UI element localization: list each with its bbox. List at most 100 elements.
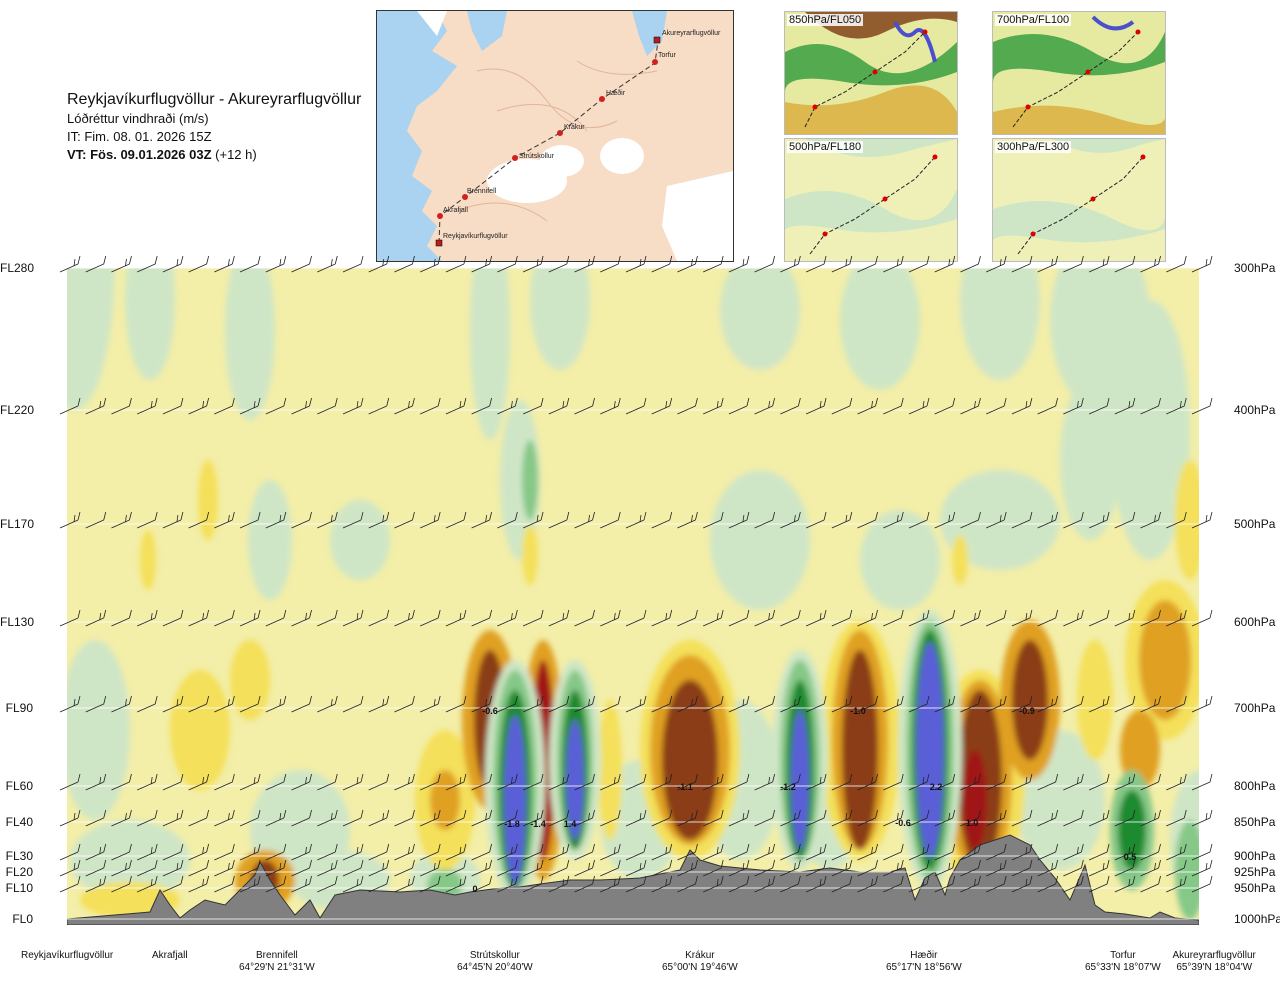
wind-barb — [85, 695, 107, 713]
wind-barb — [574, 773, 595, 791]
wind-barb — [754, 695, 776, 713]
wind-barb — [908, 773, 930, 791]
wind-barb — [1166, 809, 1187, 827]
wind-barb — [908, 255, 930, 273]
thumbnail-300hpa-image — [993, 139, 1165, 261]
wind-barb — [188, 773, 210, 791]
vertical-wind-cell — [470, 268, 510, 440]
wind-barb — [1037, 255, 1059, 273]
location-name: Hæðir — [910, 950, 938, 961]
wind-barb — [1166, 695, 1187, 713]
wind-barb — [754, 859, 776, 877]
thumbnail-500hpa[interactable]: 500hPa/FL180 — [784, 138, 958, 262]
wind-barb — [728, 609, 750, 627]
wind-barb — [677, 695, 698, 713]
wind-barb — [265, 859, 287, 877]
wind-barb — [420, 809, 441, 827]
flight-level-label: FL90 — [5, 701, 33, 715]
map-label-haedir: Hæðir — [606, 89, 626, 97]
wind-barb — [471, 859, 493, 877]
wind-barb — [703, 859, 724, 877]
wind-barb — [574, 859, 595, 877]
wind-barb — [445, 875, 467, 893]
wind-barb — [857, 875, 878, 893]
wind-barb — [317, 397, 338, 415]
wind-barb — [111, 875, 132, 893]
route-title: Reykjavíkurflugvöllur - Akureyrarflugvöl… — [67, 91, 362, 108]
vertical-wind-cell — [522, 525, 538, 585]
wind-barb — [59, 809, 81, 827]
thumbnail-label: 850hPa/FL050 — [787, 14, 864, 26]
wind-barb — [780, 397, 801, 415]
wind-barb — [497, 809, 518, 827]
wind-barb — [548, 255, 570, 273]
wind-barb — [1191, 255, 1213, 273]
wind-barb — [548, 843, 570, 861]
vertical-wind-cell — [225, 268, 275, 420]
wind-barb — [780, 859, 801, 877]
wind-barb — [1037, 875, 1059, 893]
wind-barb — [960, 511, 981, 529]
value-label: -1.1 — [677, 782, 693, 792]
thumbnail-label: 500hPa/FL180 — [787, 141, 864, 153]
wind-barb — [497, 843, 518, 861]
wind-barb — [780, 255, 801, 273]
wind-barb — [59, 255, 81, 273]
wind-barb — [445, 511, 467, 529]
wind-barb — [754, 397, 776, 415]
wind-barb — [600, 859, 621, 877]
wind-barb — [883, 773, 904, 791]
wind-barb — [780, 773, 801, 791]
wind-barb — [780, 843, 801, 861]
wind-barb — [445, 859, 467, 877]
wind-barb — [111, 809, 132, 827]
wind-barb — [934, 875, 956, 893]
wind-barb — [368, 511, 390, 529]
wind-barb — [394, 809, 415, 827]
wind-barb — [497, 255, 518, 273]
wind-barb — [522, 875, 544, 893]
vertical-wind-cell — [1175, 820, 1199, 920]
wind-barb — [600, 609, 621, 627]
wind-barb — [625, 875, 647, 893]
thumbnail-300hpa[interactable]: 300hPa/FL300 — [992, 138, 1166, 262]
wind-barb — [625, 843, 647, 861]
wind-barb — [548, 859, 570, 877]
wind-barb — [831, 859, 853, 877]
wind-barb — [1063, 859, 1084, 877]
wind-barb — [420, 773, 441, 791]
wind-barb — [805, 695, 827, 713]
map-label-torfur: Torfur — [658, 52, 677, 59]
thumbnail-700hpa[interactable]: 700hPa/FL100 — [992, 11, 1166, 135]
wind-barb — [600, 773, 621, 791]
wind-barb — [497, 773, 518, 791]
wind-barb — [805, 875, 827, 893]
wind-barb — [85, 255, 107, 273]
wind-barb — [1011, 609, 1033, 627]
wind-barb — [1037, 511, 1059, 529]
wind-barb — [883, 255, 904, 273]
vertical-wind-cell — [1175, 460, 1199, 580]
wind-barb — [239, 695, 261, 713]
wind-barb — [703, 609, 724, 627]
wind-barb — [445, 695, 467, 713]
value-label: -1.2 — [780, 782, 796, 792]
flight-level-label: FL0 — [12, 912, 33, 926]
wind-barb — [420, 511, 441, 529]
wind-barb — [728, 875, 750, 893]
wind-barb — [574, 511, 595, 529]
wind-barb — [548, 773, 570, 791]
wind-barb — [651, 609, 673, 627]
flight-level-label: FL280 — [0, 261, 35, 275]
vertical-wind-cell — [530, 268, 590, 370]
wind-barb — [548, 609, 570, 627]
wind-barb — [317, 773, 338, 791]
wind-barb — [831, 809, 853, 827]
thumbnail-850hpa[interactable]: 850hPa/FL050 — [784, 11, 958, 135]
wind-barb — [805, 859, 827, 877]
wind-barb — [394, 843, 415, 861]
vertical-wind-cell — [1060, 380, 1120, 540]
wind-barb — [342, 859, 364, 877]
wind-barb — [677, 609, 698, 627]
wind-barb — [1140, 875, 1161, 893]
